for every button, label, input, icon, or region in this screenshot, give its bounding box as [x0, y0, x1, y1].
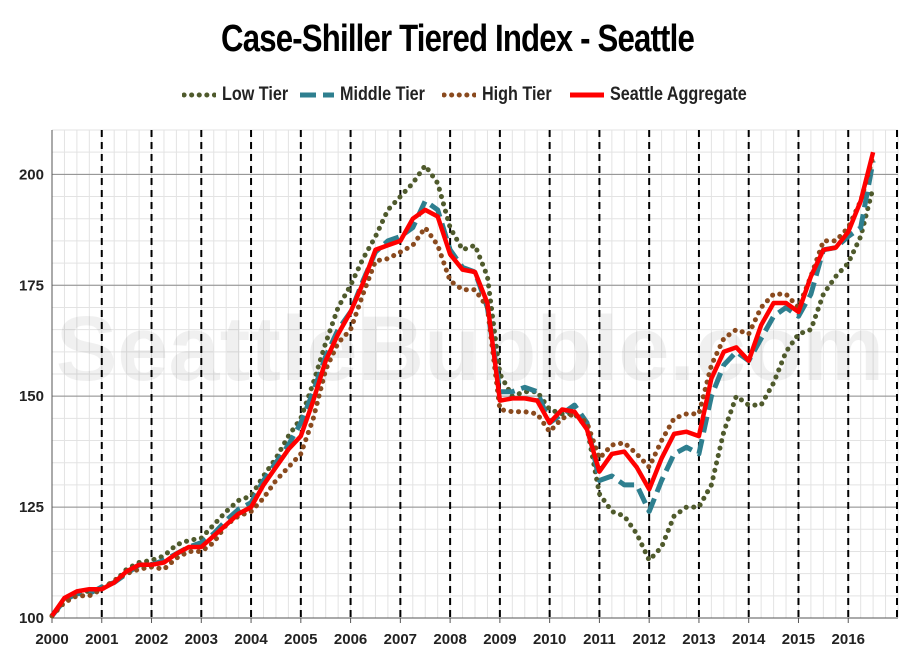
legend-swatch-low-tier [182, 92, 216, 98]
legend-label-middle-tier: Middle Tier [340, 84, 425, 105]
y-tick-label: 150 [19, 388, 44, 405]
legend-label-seattle-aggregate: Seattle Aggregate [610, 84, 747, 105]
y-tick-label: 175 [19, 277, 44, 294]
chart-title: Case-Shiller Tiered Index - Seattle [221, 18, 695, 60]
y-tick-label: 100 [19, 610, 44, 627]
x-tick-label: 2014 [732, 631, 766, 648]
x-tick-label: 2002 [135, 631, 168, 648]
legend-item-seattle-aggregate: Seattle Aggregate [570, 82, 771, 108]
series-line-high-tier [49, 154, 876, 619]
x-tick-label: 2016 [832, 631, 865, 648]
x-tick-label: 2013 [682, 631, 715, 648]
legend-swatch-high-tier [442, 92, 476, 98]
x-tick-label: 2008 [433, 631, 466, 648]
x-tick-label: 2001 [85, 631, 118, 648]
x-tick-label: 2003 [185, 631, 218, 648]
x-tick-label: 2011 [583, 631, 616, 648]
y-tick-label: 200 [19, 166, 44, 183]
legend-item-low-tier: Low Tier [182, 82, 300, 108]
legend-swatch-middle-tier [300, 92, 334, 98]
x-tick-label: 2005 [284, 631, 317, 648]
legend-swatch-seattle-aggregate [570, 92, 604, 98]
x-tick-label: 2000 [35, 631, 68, 648]
y-tick-label: 125 [19, 499, 44, 516]
axes [51, 130, 898, 623]
x-tick-label: 2009 [483, 631, 516, 648]
legend-label-low-tier: Low Tier [222, 84, 289, 105]
x-tick-label: 2007 [384, 631, 417, 648]
legend-item-high-tier: High Tier [442, 82, 564, 108]
tick-labels: 100 125 150 175 200 2000 2001 2002 2003 2004 2005 2… [19, 166, 865, 648]
major-grid [52, 173, 898, 619]
year-divider-lines [100, 130, 898, 618]
x-tick-label: 2015 [782, 631, 815, 648]
legend-item-middle-tier: Middle Tier [300, 82, 440, 108]
series-line-seattle-aggregate [50, 151, 876, 618]
x-tick-label: 2012 [632, 631, 665, 648]
x-tick-label: 2004 [234, 631, 268, 648]
series-lines [49, 151, 876, 619]
legend: Low Tier Middle Tier High Tier Seattle A… [0, 82, 915, 108]
x-tick-label: 2006 [334, 631, 367, 648]
x-tick-label: 2010 [533, 631, 566, 648]
series-line-low-tier [49, 163, 876, 619]
watermark-text: SeattleBubble.com [56, 298, 884, 400]
legend-label-high-tier: High Tier [482, 84, 552, 105]
